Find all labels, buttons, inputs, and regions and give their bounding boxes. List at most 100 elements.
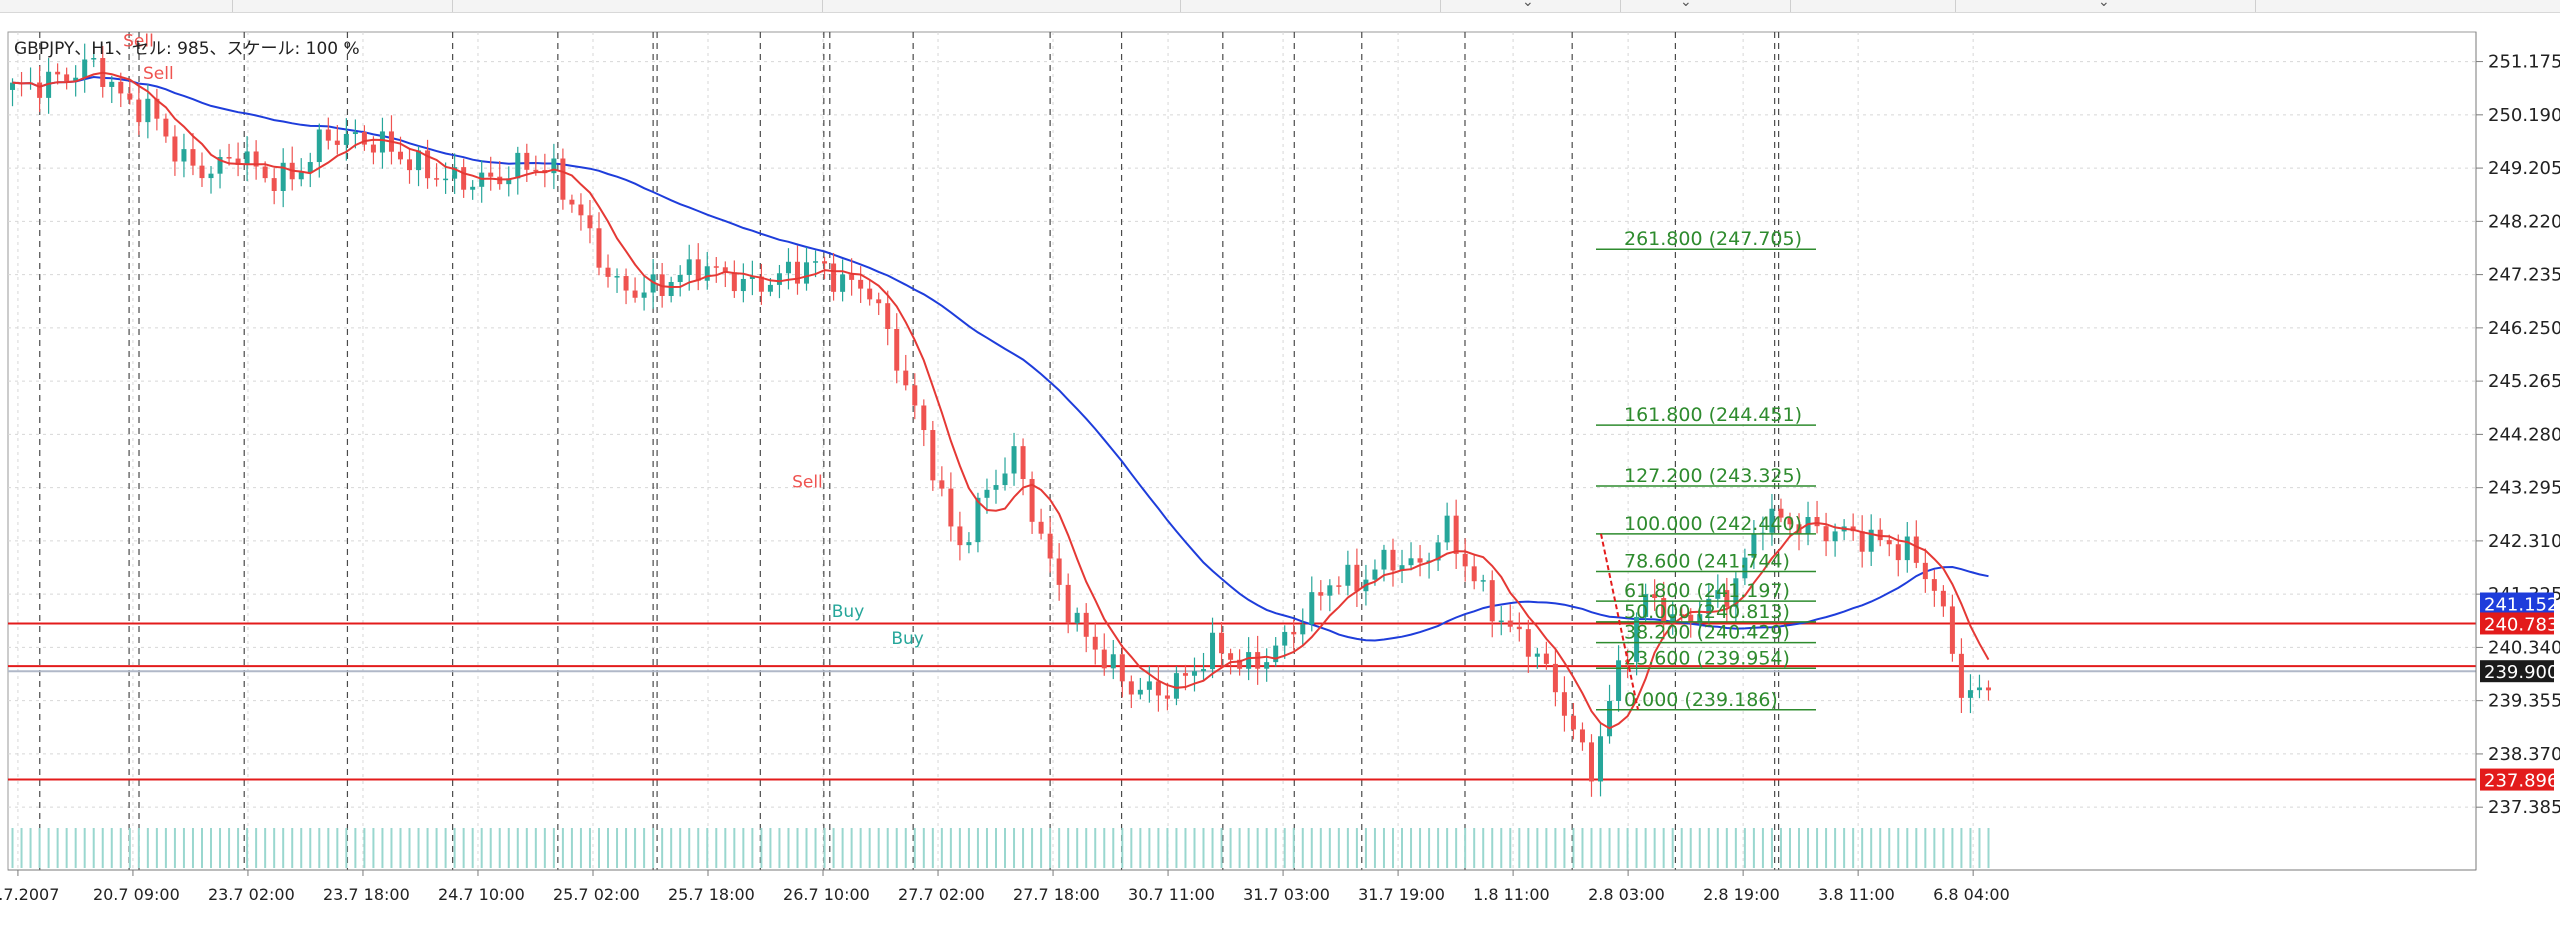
candle-body — [37, 82, 43, 98]
candlestick — [91, 42, 97, 68]
candle-body — [1643, 594, 1649, 617]
candlestick — [1354, 548, 1360, 608]
candle-body — [1444, 515, 1450, 543]
candle-body — [271, 178, 277, 191]
candle-body — [813, 261, 819, 263]
candlestick — [1309, 576, 1315, 632]
candlestick — [993, 469, 999, 504]
chevron-down-icon[interactable]: ⌄ — [1522, 0, 1534, 10]
toolbar-separator — [1790, 0, 1791, 12]
candlestick — [1516, 612, 1522, 642]
candlestick — [1895, 534, 1901, 577]
candle-body — [993, 485, 999, 490]
candlestick — [235, 142, 241, 177]
candle-body — [1561, 692, 1567, 716]
candle-body — [1408, 558, 1414, 566]
candle-body — [840, 274, 846, 292]
candlestick — [127, 79, 133, 105]
candle-body — [109, 81, 115, 87]
candlestick — [1119, 644, 1125, 698]
candlestick — [163, 113, 169, 143]
candlestick — [136, 83, 142, 135]
candlestick — [1570, 703, 1576, 740]
candle-body — [1913, 536, 1919, 563]
candlestick — [1083, 603, 1089, 653]
fibonacci-retracement[interactable]: 261.800 (247.705) 161.800 (244.451) 127.20… — [1596, 228, 1816, 711]
candlestick — [1751, 520, 1757, 570]
candle-body — [1967, 690, 1973, 698]
candle-body — [1742, 557, 1748, 579]
candle-body — [921, 405, 927, 431]
candle-body — [1724, 590, 1730, 607]
candlestick — [37, 66, 43, 112]
candle-body — [695, 259, 701, 281]
time-tick-label: 27.7 18:00 — [1013, 885, 1100, 904]
candle-body — [181, 149, 187, 162]
candle-body — [199, 165, 205, 179]
moving-average-slow — [12, 75, 1989, 642]
price-tick-label: 238.370 — [2488, 744, 2560, 765]
candlestick — [280, 148, 286, 208]
candlestick — [1769, 493, 1775, 546]
candle-body — [785, 261, 791, 274]
candlestick — [1417, 545, 1423, 577]
chevron-down-icon[interactable]: ⌄ — [2098, 0, 2110, 10]
candlestick — [1814, 500, 1820, 534]
price-tick-label: 250.190 — [2488, 105, 2560, 126]
candle-body — [1309, 592, 1315, 625]
candlestick — [1859, 515, 1865, 568]
candle-body — [515, 152, 521, 179]
candle-body — [452, 167, 458, 179]
toolbar-separator — [1180, 0, 1181, 12]
candle-body — [127, 93, 133, 100]
price-tag-bg — [2480, 660, 2554, 683]
candle-body — [1354, 564, 1360, 592]
candlestick — [1065, 573, 1071, 634]
candlestick — [1661, 581, 1667, 640]
candle-body — [1904, 536, 1910, 561]
candle-body — [1985, 687, 1991, 691]
candle-body — [506, 178, 512, 185]
candle-body — [849, 274, 855, 280]
candlestick — [1706, 583, 1712, 624]
candle-body — [379, 131, 385, 153]
time-axis[interactable]: 19.7.2007 20.7 09:00 23.7 02:00 23.7 18:00 2… — [0, 870, 2010, 904]
candlestick — [524, 143, 530, 182]
candle-body — [1155, 681, 1161, 696]
candle-body — [397, 151, 403, 160]
candle-body — [1056, 558, 1062, 585]
fibo-level-label: 61.800 (241.197) — [1624, 580, 1790, 602]
candle-body — [1480, 580, 1486, 582]
candlestick — [1652, 579, 1658, 611]
candlestick — [1210, 617, 1216, 679]
chevron-down-icon[interactable]: ⌄ — [1680, 0, 1692, 10]
candlestick — [370, 136, 376, 165]
candle-body — [10, 82, 16, 90]
price-axis[interactable]: 251.175 250.190 249.205 248.220 247.235 246.2… — [2476, 52, 2560, 819]
candlestick — [1598, 722, 1604, 797]
candle-body — [867, 288, 873, 300]
candle-body — [758, 276, 764, 292]
candle-body — [659, 274, 665, 296]
candle-body — [587, 215, 593, 229]
candle-body — [163, 118, 169, 137]
candlestick — [470, 180, 476, 200]
candle-body — [1237, 659, 1243, 669]
candle-body — [1318, 592, 1324, 596]
candlestick — [452, 153, 458, 194]
candlestick — [849, 258, 855, 296]
toolbar-separator — [452, 0, 453, 12]
candlestick — [1201, 652, 1207, 681]
candlestick — [1300, 608, 1306, 646]
candle-body — [1552, 663, 1558, 693]
candlestick — [397, 136, 403, 165]
candlestick — [822, 256, 828, 280]
candle-body — [352, 132, 358, 135]
candlestick — [740, 263, 746, 303]
signal-label: Sell — [143, 64, 174, 84]
candle-body — [226, 157, 232, 159]
candlestick — [1985, 680, 1991, 701]
candle-body — [488, 172, 494, 177]
toolbar[interactable]: ⌄ ⌄ ⌄ — [0, 0, 2560, 13]
